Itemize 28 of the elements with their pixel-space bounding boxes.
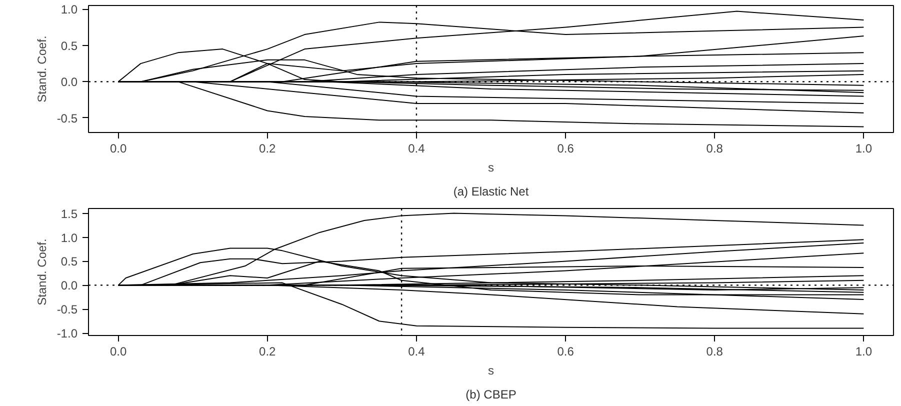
x-tick-label: 0.8 <box>706 344 724 358</box>
y-axis-title: Stand. Coef. <box>34 238 49 306</box>
x-tick-label: 0.6 <box>557 142 574 156</box>
x-tick-label: 1.0 <box>855 142 872 156</box>
x-axis-title: s <box>488 160 494 174</box>
x-axis-title: s <box>488 364 494 378</box>
x-tick-label: 0.2 <box>259 142 276 156</box>
text: (b) CBEP <box>466 388 516 402</box>
y-tick-label: 1.5 <box>60 206 78 221</box>
y-tick-label: 0.0 <box>60 278 78 293</box>
y-tick-label: 0.0 <box>60 75 78 90</box>
x-tick-label: 0.0 <box>110 142 127 156</box>
y-axis-title: Stand. Coef. <box>34 36 49 102</box>
x-tick-label: 0.4 <box>408 344 426 358</box>
x-tick-label: 1.0 <box>855 344 872 358</box>
text: (a) Elastic Net <box>453 184 530 198</box>
x-tick-label: 0.6 <box>557 344 574 358</box>
y-tick-label: -1.0 <box>56 326 78 341</box>
x-tick-label: 0.0 <box>110 344 127 358</box>
y-tick-label: -0.5 <box>56 111 78 126</box>
y-tick-label: -0.5 <box>56 302 78 317</box>
x-tick-label: 0.4 <box>408 142 426 156</box>
y-tick-label: 1.0 <box>60 230 78 245</box>
y-tick-label: 0.5 <box>60 38 78 53</box>
y-tick-label: 0.5 <box>60 254 78 269</box>
y-tick-label: 1.0 <box>60 2 78 17</box>
x-tick-label: 0.2 <box>259 344 276 358</box>
x-tick-label: 0.8 <box>706 142 724 156</box>
